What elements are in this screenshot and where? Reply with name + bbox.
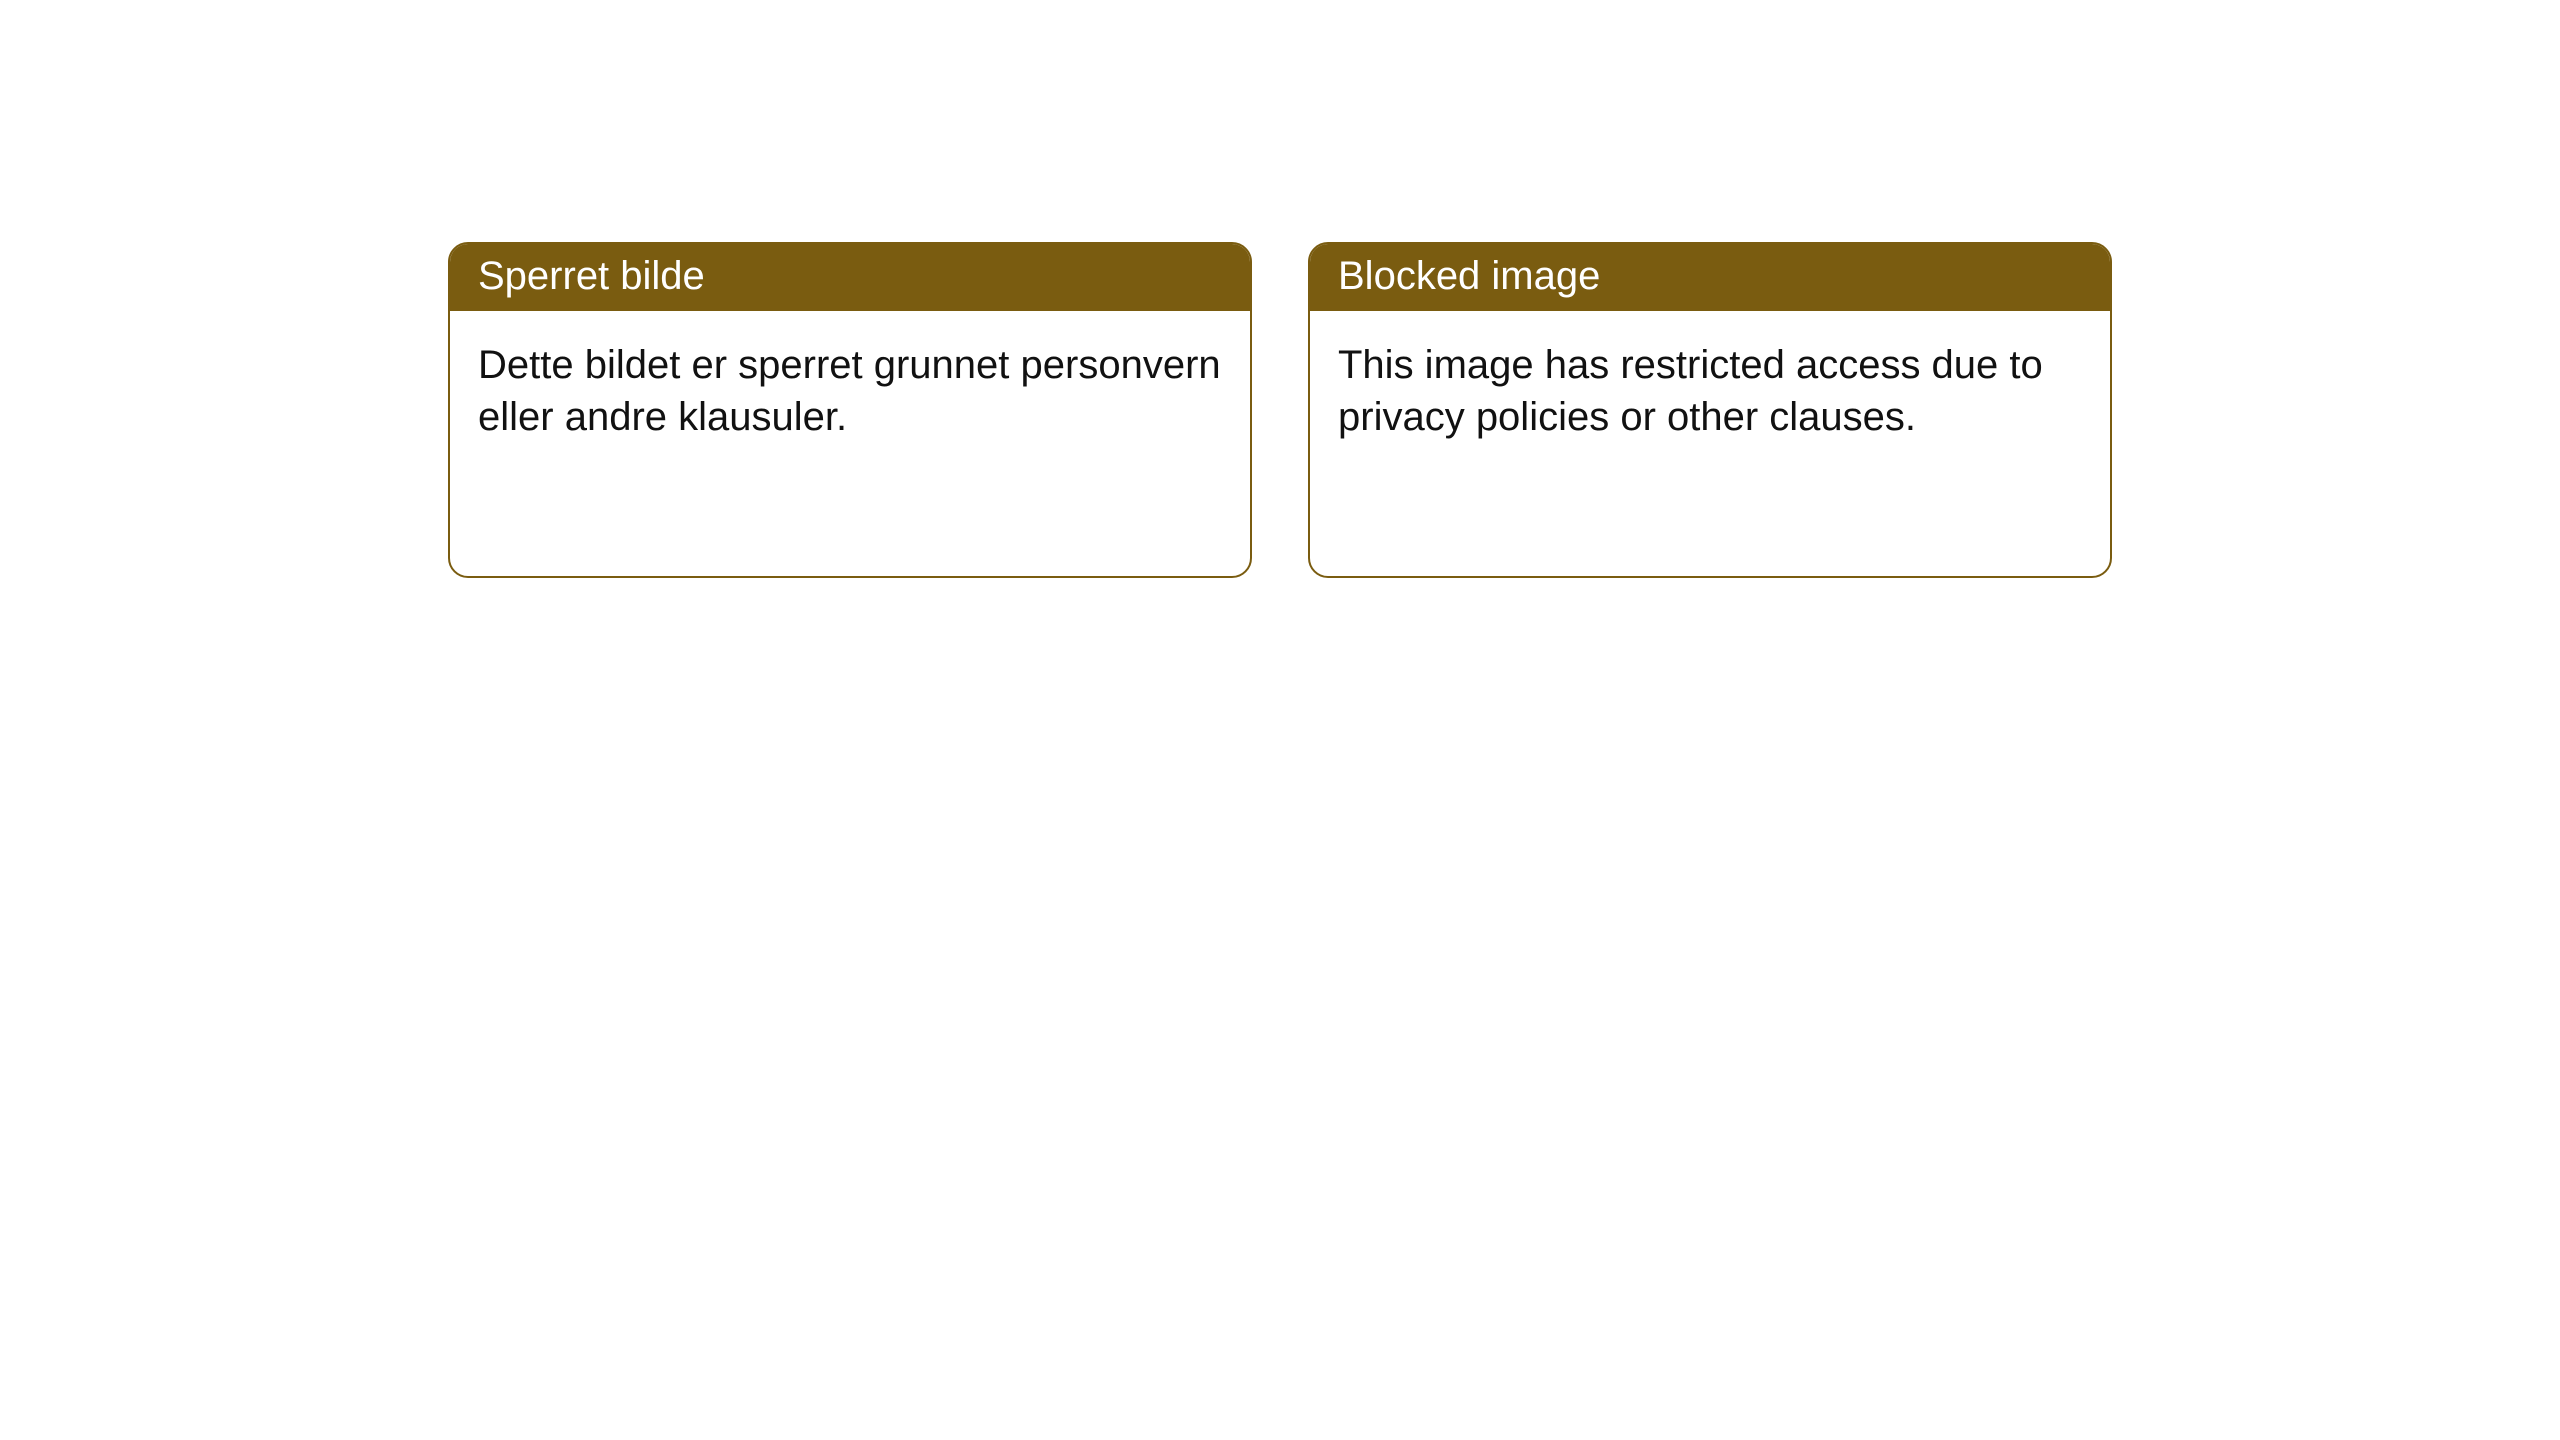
notice-title-norwegian: Sperret bilde [478, 254, 705, 298]
notice-body-norwegian: Dette bildet er sperret grunnet personve… [450, 311, 1250, 471]
notice-card-english: Blocked image This image has restricted … [1308, 242, 2112, 578]
notice-message-english: This image has restricted access due to … [1338, 343, 2043, 439]
notice-container: Sperret bilde Dette bildet er sperret gr… [0, 0, 2560, 578]
notice-header-norwegian: Sperret bilde [450, 244, 1250, 311]
notice-title-english: Blocked image [1338, 254, 1600, 298]
notice-message-norwegian: Dette bildet er sperret grunnet personve… [478, 343, 1221, 439]
notice-header-english: Blocked image [1310, 244, 2110, 311]
notice-body-english: This image has restricted access due to … [1310, 311, 2110, 471]
notice-card-norwegian: Sperret bilde Dette bildet er sperret gr… [448, 242, 1252, 578]
